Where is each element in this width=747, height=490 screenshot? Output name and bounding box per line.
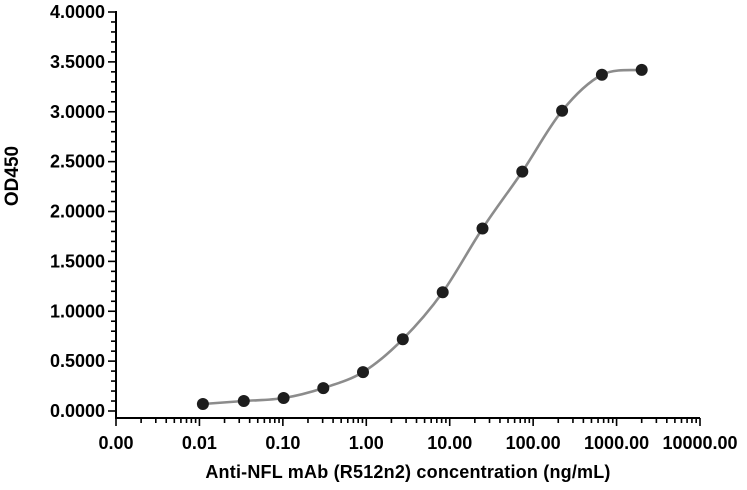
data-point: [635, 63, 648, 76]
data-point: [556, 104, 569, 117]
data-point: [595, 68, 608, 81]
x-tick-label: 1.00: [349, 433, 384, 453]
y-tick-label: 2.0000: [50, 202, 105, 222]
x-tick-label: 0.10: [265, 433, 300, 453]
data-point: [516, 165, 529, 178]
y-tick-label: 0.5000: [50, 351, 105, 371]
x-tick-label: 0.00: [98, 433, 133, 453]
data-point: [317, 382, 330, 395]
y-tick-label: 3.5000: [50, 52, 105, 72]
x-tick-label: 10.00: [427, 433, 472, 453]
data-point: [476, 222, 489, 235]
x-tick-label: 10000.00: [662, 433, 737, 453]
x-tick-label: 1000.00: [584, 433, 649, 453]
data-point: [396, 333, 409, 346]
x-tick-label: 100.00: [506, 433, 561, 453]
y-tick-label: 0.0000: [50, 401, 105, 421]
x-tick-label: 0.01: [182, 433, 217, 453]
y-axis-title: OD450: [2, 145, 23, 207]
data-point: [277, 392, 290, 404]
y-tick-label: 1.5000: [50, 251, 105, 271]
data-point: [436, 286, 449, 299]
dose-response-curve: [201, 68, 643, 406]
data-point: [357, 366, 369, 379]
x-axis-title: Anti-NFL mAb (R512n2) concentration (ng/…: [205, 462, 611, 482]
y-tick-label: 2.5000: [50, 152, 105, 172]
y-tick-label: 1.0000: [50, 301, 105, 321]
y-tick-label: 4.0000: [50, 2, 105, 22]
data-point: [196, 398, 209, 410]
y-tick-label: 3.0000: [50, 102, 105, 122]
data-point: [237, 395, 250, 407]
